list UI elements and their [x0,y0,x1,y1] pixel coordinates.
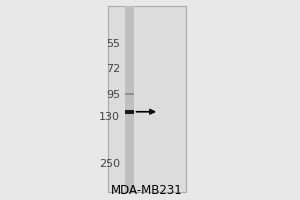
Text: 250: 250 [99,159,120,169]
Text: 72: 72 [106,64,120,74]
Text: 55: 55 [106,39,120,49]
Bar [124,93,134,95]
Text: 130: 130 [99,112,120,122]
Text: MDA-MB231: MDA-MB231 [111,184,183,197]
Bar [108,6,186,192]
Bar [124,110,134,114]
Text: 95: 95 [106,90,120,100]
Bar [124,6,134,192]
